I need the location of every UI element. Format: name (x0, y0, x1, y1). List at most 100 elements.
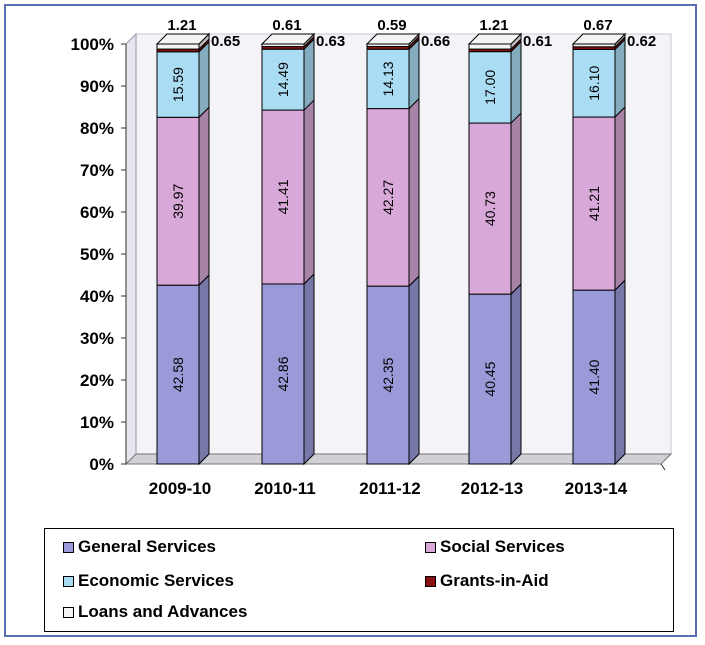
legend-swatch (63, 606, 74, 618)
data-label-grants: 0.66 (421, 33, 450, 50)
y-tick-label: 20% (80, 371, 114, 390)
data-label: 40.45 (482, 361, 498, 396)
data-label: 17.00 (482, 70, 498, 105)
data-label: 15.59 (170, 67, 186, 102)
bars-group: 42.58 39.97 15.59 0.65 1.21 42.86 41.41 14.49 0.… (155, 17, 656, 466)
bar-segment (261, 48, 305, 111)
bar-top (467, 33, 523, 45)
bar-top (365, 33, 421, 45)
data-label-grants: 0.61 (523, 33, 552, 50)
bar-segment-side (510, 111, 522, 296)
legend-swatch (63, 575, 74, 587)
data-label-grants: 0.63 (316, 33, 345, 50)
data-label: 14.13 (380, 61, 396, 96)
data-label-loans: 1.21 (479, 17, 508, 34)
x-axis-end-tick (660, 463, 666, 471)
bar-segment (261, 109, 305, 285)
data-label: 14.49 (275, 62, 291, 97)
y-tick-label: 10% (80, 413, 114, 432)
bar-segment-side (408, 38, 420, 110)
y-tick-label: 90% (80, 77, 114, 96)
legend-label: Economic Services (78, 571, 234, 590)
y-tick-label: 100% (71, 35, 114, 54)
legend-label: General Services (78, 537, 216, 556)
legend-label: Loans and Advances (78, 602, 248, 621)
bar-segment-side (510, 40, 522, 125)
data-label-loans: 0.61 (272, 17, 301, 34)
bar-segment-side (198, 106, 210, 287)
data-label: 41.40 (586, 359, 602, 394)
bar-segment (156, 116, 200, 286)
data-label-loans: 0.67 (583, 17, 612, 34)
bar-segment-side (614, 38, 626, 119)
legend-item: Loans and Advances (63, 602, 247, 622)
y-axis: 0% 10% 20% 30% 40% 50% 60% 70% 80% 90% 100% (71, 35, 666, 474)
y-tick-label: 70% (80, 161, 114, 180)
legend-swatch (425, 541, 436, 553)
bar-segment (366, 48, 410, 110)
bar-top (260, 33, 316, 45)
chart-plot: 0% 10% 20% 30% 40% 50% 60% 70% 80% 90% 100% 42.58 3… (71, 17, 673, 498)
bar-segment (468, 51, 512, 124)
bar-segment-side (408, 274, 420, 466)
bar-segment (156, 43, 200, 50)
data-label: 42.58 (170, 357, 186, 392)
bar-segment (572, 116, 616, 291)
y-tick-label: 80% (80, 119, 114, 138)
x-tick-label: 2011-12 (359, 479, 420, 498)
y-tick-label: 30% (80, 329, 114, 348)
bar-segment-side (614, 278, 626, 466)
bar-segment (468, 293, 512, 465)
bar-segment-side (198, 40, 210, 119)
legend-label: Social Services (440, 537, 565, 556)
data-label: 42.86 (275, 356, 291, 391)
data-label-loans: 0.59 (377, 17, 406, 34)
bar-segment (156, 51, 200, 118)
bar-top (571, 33, 627, 45)
data-label: 16.10 (586, 66, 602, 101)
bar-segment (156, 284, 200, 465)
legend-label: Grants-in-Aid (440, 571, 549, 590)
bar-segment-side (198, 273, 210, 466)
bar-segment-side (303, 272, 315, 466)
y-tick-label: 0% (89, 455, 114, 474)
legend-swatch (425, 575, 436, 587)
legend-item: Economic Services (63, 571, 234, 591)
data-label-grants: 0.65 (211, 33, 240, 50)
x-axis: 2009-10 2010-11 2011-12 2012-13 2013-14 (149, 479, 628, 498)
y-tick-label: 50% (80, 245, 114, 264)
chart-frame: 0% 10% 20% 30% 40% 50% 60% 70% 80% 90% 100% 42.58 3… (4, 4, 697, 637)
bar-segment (468, 122, 512, 295)
bar-segment-side (510, 282, 522, 466)
legend-item: Social Services (425, 537, 565, 557)
data-label: 42.27 (380, 180, 396, 215)
x-tick-label: 2009-10 (149, 479, 211, 498)
bar-segment (261, 283, 305, 465)
bar-segment-side (303, 38, 315, 112)
legend-item: General Services (63, 537, 216, 557)
data-label: 41.41 (275, 179, 291, 214)
legend-item: Grants-in-Aid (425, 571, 549, 591)
data-label-loans: 1.21 (167, 17, 196, 34)
data-label: 40.73 (482, 191, 498, 226)
bar-segment (572, 289, 616, 465)
data-label: 42.35 (380, 357, 396, 392)
bar-segment-side (408, 97, 420, 288)
legend: General Services Social Services Economic … (44, 528, 674, 632)
legend-swatch (63, 541, 74, 553)
bar-segment (366, 108, 410, 287)
y-tick-label: 60% (80, 203, 114, 222)
x-tick-label: 2012-13 (461, 479, 523, 498)
x-tick-label: 2013-14 (565, 479, 628, 498)
left-wall (125, 32, 137, 466)
bar-segment-side (614, 105, 626, 292)
bar-top (155, 33, 211, 45)
data-label: 39.97 (170, 184, 186, 219)
bar-segment (468, 43, 512, 50)
y-tick-label: 40% (80, 287, 114, 306)
data-label-grants: 0.62 (627, 33, 656, 50)
bar-segment (366, 285, 410, 465)
x-tick-label: 2010-11 (254, 479, 315, 498)
data-label: 41.21 (586, 186, 602, 221)
bar-segment-side (303, 98, 315, 286)
